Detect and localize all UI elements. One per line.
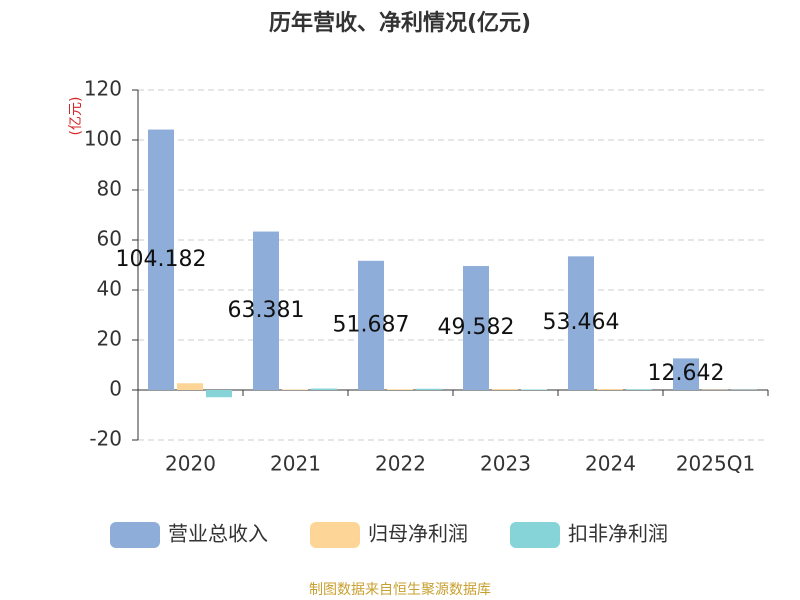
value-label: 63.381 [228,298,305,323]
y-tick-label: 60 [97,227,122,251]
y-axis-label: (亿元) [68,97,84,136]
value-label: 53.464 [543,310,620,335]
x-tick-label: 2025Q1 [676,452,755,476]
bar [253,231,279,390]
bar [492,389,518,390]
bar [358,260,384,390]
bar [568,256,594,390]
bar [673,358,699,390]
bar [626,389,652,390]
legend-swatch [510,522,560,548]
value-label: 12.642 [648,361,725,386]
y-tick-label: 80 [97,177,122,201]
bar [282,389,308,390]
bar [521,389,547,390]
bar [387,389,413,390]
legend-swatch [110,522,160,548]
bar [311,388,337,390]
bar [597,389,623,390]
y-tick-label: 20 [97,327,122,351]
bar [177,383,203,390]
y-tick-label: 40 [97,277,122,301]
legend-label: 归母净利润 [368,522,468,546]
x-tick-label: 2021 [270,452,321,476]
y-tick-label: 0 [109,377,122,401]
value-label: 104.182 [116,247,207,272]
x-tick-label: 2020 [165,452,216,476]
bar [416,388,442,390]
x-tick-label: 2023 [480,452,531,476]
legend-label: 营业总收入 [168,522,268,546]
x-tick-label: 2024 [585,452,636,476]
legend-swatch [310,522,360,548]
bar [148,129,174,391]
y-tick-label: 100 [84,127,122,151]
source-note: 制图数据来自恒生聚源数据库 [309,582,491,598]
x-tick-label: 2022 [375,452,426,476]
bar [206,390,232,398]
value-label: 51.687 [333,312,410,337]
y-tick-label: -20 [89,427,122,451]
chart-title: 历年营收、净利情况(亿元) [269,10,531,36]
legend-label: 扣非净利润 [568,522,668,546]
value-label: 49.582 [438,315,515,340]
bar [463,266,489,390]
y-tick-label: 120 [84,77,122,101]
